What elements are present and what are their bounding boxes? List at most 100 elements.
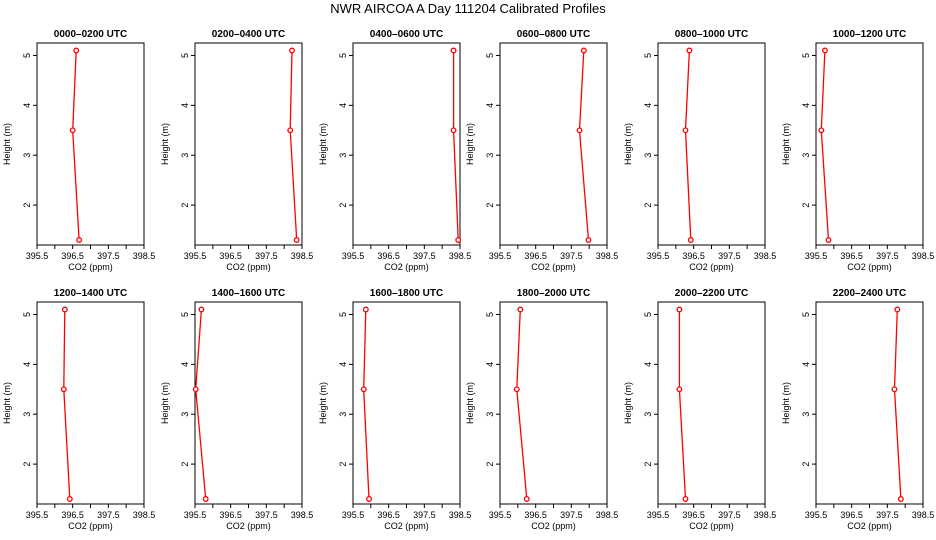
profile-point [513, 386, 520, 393]
x-axis-label: CO2 (ppm) [531, 262, 576, 272]
panel-title: 0000–0200 UTC [54, 29, 127, 40]
y-tick-label: 2 [643, 462, 653, 467]
y-tick-label: 2 [22, 203, 32, 208]
x-tick-label: 398.5 [754, 251, 777, 261]
plot-frame [815, 301, 924, 505]
x-tick-label: 397.5 [718, 510, 741, 520]
plot-frame [194, 42, 303, 246]
x-axis-label: CO2 (ppm) [689, 262, 734, 272]
y-tick-label: 2 [801, 462, 811, 467]
y-tick-label: 2 [801, 203, 811, 208]
figure-title: NWR AIRCOA A Day 111204 Calibrated Profi… [330, 1, 606, 16]
y-tick-label: 4 [338, 103, 348, 108]
x-tick-label: 398.5 [912, 510, 935, 520]
x-axis-label: CO2 (ppm) [384, 521, 429, 531]
profile-point [585, 237, 592, 243]
x-tick-label: 395.5 [805, 510, 828, 520]
panel-title: 0800–1000 UTC [675, 29, 748, 40]
plot-frame [352, 301, 461, 505]
panel-title: 0600–0800 UTC [517, 29, 590, 40]
x-tick-label: 395.5 [342, 510, 365, 520]
panel-title: 1000–1200 UTC [833, 29, 906, 40]
profile-line [893, 309, 902, 500]
profile-point [818, 127, 825, 134]
y-tick-label: 5 [338, 312, 348, 317]
plot-frame [815, 42, 924, 246]
plot-frame [194, 301, 303, 505]
panel-title: 2200–2400 UTC [833, 288, 906, 299]
y-tick-label: 3 [22, 412, 32, 417]
x-tick-label: 395.5 [26, 251, 49, 261]
x-tick-label: 396.5 [219, 510, 242, 520]
profile-line [195, 309, 207, 500]
x-axis-label: CO2 (ppm) [226, 262, 271, 272]
profile-line [452, 50, 459, 241]
y-tick-label: 3 [338, 412, 348, 417]
plot-frame [499, 301, 608, 505]
y-tick-label: 4 [22, 103, 32, 108]
panel-title: 1200–1400 UTC [54, 288, 127, 299]
y-tick-label: 5 [801, 53, 811, 58]
x-tick-label: 395.5 [647, 251, 670, 261]
x-tick-label: 396.5 [377, 510, 400, 520]
x-tick-label: 396.5 [61, 251, 84, 261]
profile-point [60, 386, 67, 393]
panel-5: 0800–1000 UTC 395.5 396.5 397.5 398.5 2 3 4 5 CO2… [623, 29, 776, 272]
y-axis-label: Height (m) [623, 123, 633, 165]
profile-point [76, 237, 83, 243]
y-tick-label: 3 [485, 153, 495, 158]
y-axis-label: Height (m) [2, 382, 12, 424]
profile-line [684, 50, 692, 241]
x-tick-label: 395.5 [184, 510, 207, 520]
x-tick-label: 395.5 [489, 510, 512, 520]
y-tick-label: 2 [22, 462, 32, 467]
panel-6: 1000–1200 UTC 395.5 396.5 397.5 398.5 2 3 4 5 CO2… [781, 29, 934, 272]
profile-point [682, 127, 689, 134]
y-axis-label: Height (m) [623, 382, 633, 424]
profile-point [686, 47, 693, 54]
profile-point [66, 496, 73, 502]
y-tick-label: 3 [22, 153, 32, 158]
panel-8: 1400–1600 UTC 395.5 396.5 397.5 398.5 2 3 4 5 CO2… [160, 288, 313, 531]
plot-frame [657, 301, 766, 505]
y-tick-label: 3 [180, 153, 190, 158]
profile-point [202, 496, 209, 502]
y-tick-label: 2 [180, 462, 190, 467]
y-tick-label: 5 [22, 312, 32, 317]
y-axis-label: Height (m) [465, 123, 475, 165]
y-tick-label: 4 [801, 103, 811, 108]
panel-title: 1800–2000 UTC [517, 288, 590, 299]
x-tick-label: 396.5 [377, 251, 400, 261]
y-tick-label: 3 [801, 412, 811, 417]
x-tick-label: 396.5 [219, 251, 242, 261]
x-tick-label: 395.5 [342, 251, 365, 261]
x-tick-label: 397.5 [413, 251, 436, 261]
y-tick-label: 4 [485, 103, 495, 108]
profile-line [63, 309, 71, 500]
x-tick-label: 396.5 [682, 251, 705, 261]
y-axis-label: Height (m) [465, 382, 475, 424]
x-axis-label: CO2 (ppm) [531, 521, 576, 531]
profile-point [450, 47, 457, 54]
x-axis-label: CO2 (ppm) [384, 262, 429, 272]
x-tick-label: 398.5 [596, 510, 619, 520]
profile-point [450, 127, 457, 134]
profile-line [363, 309, 370, 500]
x-tick-label: 398.5 [133, 510, 156, 520]
panel-title: 0200–0400 UTC [212, 29, 285, 40]
y-tick-label: 3 [180, 412, 190, 417]
profile-point [894, 306, 901, 313]
y-axis-label: Height (m) [160, 382, 170, 424]
y-tick-label: 3 [485, 412, 495, 417]
y-axis-label: Height (m) [781, 123, 791, 165]
y-axis-label: Height (m) [318, 123, 328, 165]
y-tick-label: 5 [643, 53, 653, 58]
x-tick-label: 397.5 [97, 510, 120, 520]
profile-point [69, 127, 76, 134]
x-tick-label: 396.5 [524, 251, 547, 261]
profile-point [821, 47, 828, 54]
plot-frame [36, 301, 145, 505]
x-tick-label: 396.5 [840, 251, 863, 261]
profile-point [517, 306, 524, 313]
